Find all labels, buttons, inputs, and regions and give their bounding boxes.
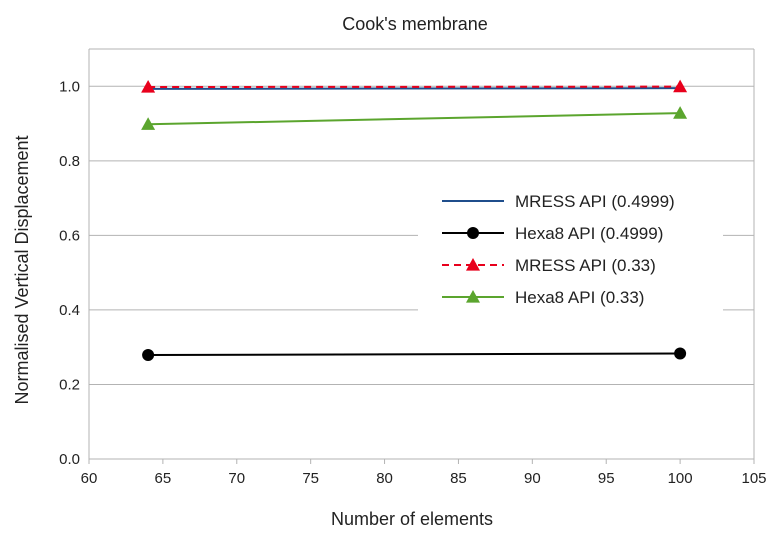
legend: MRESS API (0.4999) Hexa8 API (0.4999) MRES… xyxy=(418,183,723,315)
series-group xyxy=(148,87,681,90)
series-line xyxy=(148,112,681,126)
y-tick-label: 0.8 xyxy=(59,153,80,170)
y-axis-title: Normalised Vertical Displacement xyxy=(12,135,32,404)
x-tick-label: 85 xyxy=(450,470,467,487)
legend-item: MRESS API (0.33) xyxy=(442,256,656,275)
x-axis-title: Number of elements xyxy=(331,509,493,529)
x-tick-label: 75 xyxy=(302,470,319,487)
data-point xyxy=(673,79,688,93)
series-group xyxy=(141,79,688,93)
legend-marker xyxy=(467,227,479,239)
data-point xyxy=(141,117,156,130)
legend-item: Hexa8 API (0.4999) xyxy=(442,224,663,243)
chart-title: Cook's membrane xyxy=(342,14,488,34)
legend-background xyxy=(418,183,723,315)
axes: 0.0 0.2 0.4 0.6 0.8 1.0 60 65 70 75 80 85 90 95 100 105 xyxy=(59,49,767,487)
legend-item: Hexa8 API (0.33) xyxy=(442,288,644,307)
series-lines xyxy=(141,79,688,362)
x-tick-label: 80 xyxy=(376,470,393,487)
data-point xyxy=(674,347,687,360)
series-line xyxy=(148,352,681,357)
y-tick-label: 0.0 xyxy=(59,451,80,468)
legend-label: MRESS API (0.33) xyxy=(515,256,656,275)
series-group xyxy=(141,106,688,130)
x-tick-label: 105 xyxy=(741,470,766,487)
data-point xyxy=(673,106,688,119)
y-tick-label: 0.4 xyxy=(59,302,80,319)
legend-item: MRESS API (0.4999) xyxy=(442,192,675,211)
legend-marker xyxy=(466,258,480,271)
x-tick-label: 65 xyxy=(155,470,172,487)
x-tick-label: 70 xyxy=(228,470,245,487)
data-point xyxy=(141,80,156,93)
y-tick-label: 0.2 xyxy=(59,376,80,393)
data-point xyxy=(142,349,155,362)
legend-label: MRESS API (0.4999) xyxy=(515,192,675,211)
series-line xyxy=(148,87,681,90)
legend-label: Hexa8 API (0.33) xyxy=(515,288,644,307)
legend-marker xyxy=(466,290,480,303)
y-tick-label: 0.6 xyxy=(59,227,80,244)
y-tick-label: 1.0 xyxy=(59,78,80,95)
series-group xyxy=(142,347,687,362)
x-tick-label: 90 xyxy=(524,470,541,487)
x-tick-label: 95 xyxy=(598,470,615,487)
x-tick-label: 60 xyxy=(81,470,98,487)
legend-label: Hexa8 API (0.4999) xyxy=(515,224,663,243)
x-tick-label: 100 xyxy=(668,470,693,487)
